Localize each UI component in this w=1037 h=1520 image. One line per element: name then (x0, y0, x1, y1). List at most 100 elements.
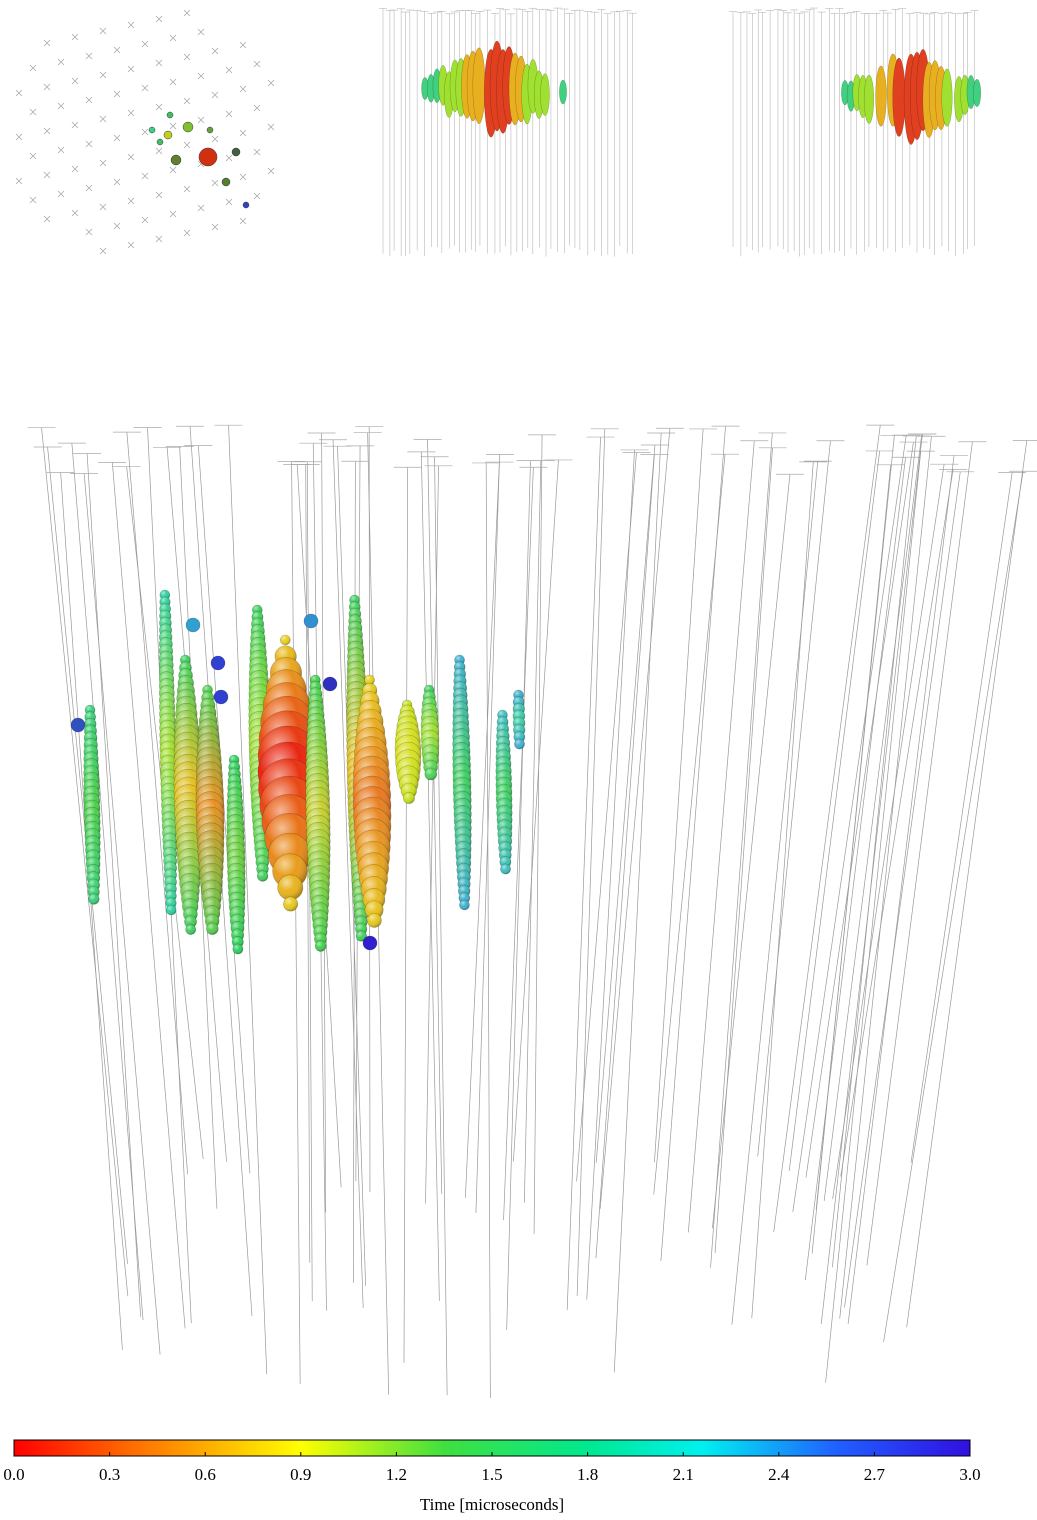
string-marker (267, 79, 275, 87)
top-hit (242, 201, 250, 209)
detector-string (792, 435, 907, 1212)
string-marker (15, 133, 23, 141)
string-marker (141, 128, 149, 136)
string-marker (211, 223, 219, 231)
detector-string (840, 469, 954, 1177)
detector-string (86, 453, 141, 1317)
side-hit (472, 47, 486, 125)
string-marker (57, 190, 65, 198)
string-marker (127, 153, 135, 161)
string-marker (253, 148, 261, 156)
detector-string (403, 467, 409, 1363)
top-hit (148, 126, 156, 134)
colorbar-tick-label: 0.0 (3, 1465, 24, 1484)
string-marker (57, 58, 65, 66)
detector-string (866, 441, 973, 1266)
colorbar-tick-label: 2.7 (864, 1465, 886, 1484)
string-marker (43, 127, 51, 135)
hit-shine (367, 913, 382, 928)
detector-string (654, 428, 704, 1163)
detector-string (832, 464, 945, 1199)
string-marker (197, 204, 205, 212)
string-marker (225, 154, 233, 162)
hit-sphere (213, 689, 229, 705)
string-marker (71, 209, 79, 217)
hit-shine (184, 915, 197, 928)
string-marker (85, 228, 93, 236)
string-marker (155, 15, 163, 23)
colorbar-tick-label: 2.1 (673, 1465, 694, 1484)
string-marker (57, 146, 65, 154)
colorbar-tick-label: 1.2 (386, 1465, 407, 1484)
detector-string (710, 432, 773, 1268)
string-marker (253, 60, 261, 68)
string-marker (155, 191, 163, 199)
hit-shine (356, 930, 367, 942)
top-hit (170, 154, 182, 166)
string-marker (71, 77, 79, 85)
hit-shine (459, 900, 470, 910)
string-marker (169, 166, 177, 174)
string-marker (239, 41, 247, 49)
string-marker (85, 52, 93, 60)
hit-sphere (70, 717, 86, 733)
colorbar-label: Time [microseconds] (420, 1495, 564, 1514)
side-hit (863, 74, 875, 124)
string-marker (141, 216, 149, 224)
detector-string (111, 462, 186, 1329)
detector-string (566, 437, 601, 1311)
hit-shine (364, 900, 384, 920)
colorbar-tick-label: 2.4 (768, 1465, 790, 1484)
detector-string (653, 454, 726, 1195)
string-marker (29, 108, 37, 116)
string-marker (239, 85, 247, 93)
string-marker (225, 198, 233, 206)
detector-string (513, 459, 559, 1162)
hit-shine (166, 905, 177, 915)
string-marker (197, 28, 205, 36)
detector-string (599, 428, 671, 1209)
string-marker (127, 109, 135, 117)
string-marker (211, 91, 219, 99)
detector-string (832, 435, 917, 1268)
detector-string (506, 460, 531, 1330)
detector-string (197, 445, 251, 1174)
string-marker (225, 66, 233, 74)
string-marker (169, 210, 177, 218)
string-marker (99, 247, 107, 255)
hit-shine (88, 893, 100, 905)
string-marker (267, 123, 275, 131)
detector-string (503, 467, 534, 1221)
hit-shine (185, 924, 196, 935)
detector-string (847, 455, 955, 1325)
string-marker (43, 83, 51, 91)
string-marker (127, 65, 135, 73)
top-hit (198, 147, 218, 167)
string-marker (113, 90, 121, 98)
string-marker (155, 235, 163, 243)
string-marker (211, 47, 219, 55)
string-marker (113, 222, 121, 230)
detector-string (773, 425, 881, 1232)
string-marker (183, 141, 191, 149)
detector-string (660, 426, 726, 1261)
detector-string (586, 449, 635, 1300)
string-marker (43, 171, 51, 179)
hit-shine (232, 943, 243, 955)
detector-string (714, 447, 773, 1254)
detector-string (613, 432, 662, 1373)
colorbar-tick-label: 0.3 (99, 1465, 120, 1484)
detector-string (291, 461, 301, 1385)
string-marker (239, 129, 247, 137)
side-hit (941, 68, 953, 127)
detector-string (839, 436, 932, 1319)
hit-sphere (322, 676, 338, 692)
detector-string (788, 450, 881, 1172)
detector-string (420, 451, 440, 1301)
detector-string (41, 427, 129, 1297)
top-hit (221, 177, 231, 187)
string-marker (113, 178, 121, 186)
string-marker (155, 59, 163, 67)
detector-string (751, 461, 814, 1319)
